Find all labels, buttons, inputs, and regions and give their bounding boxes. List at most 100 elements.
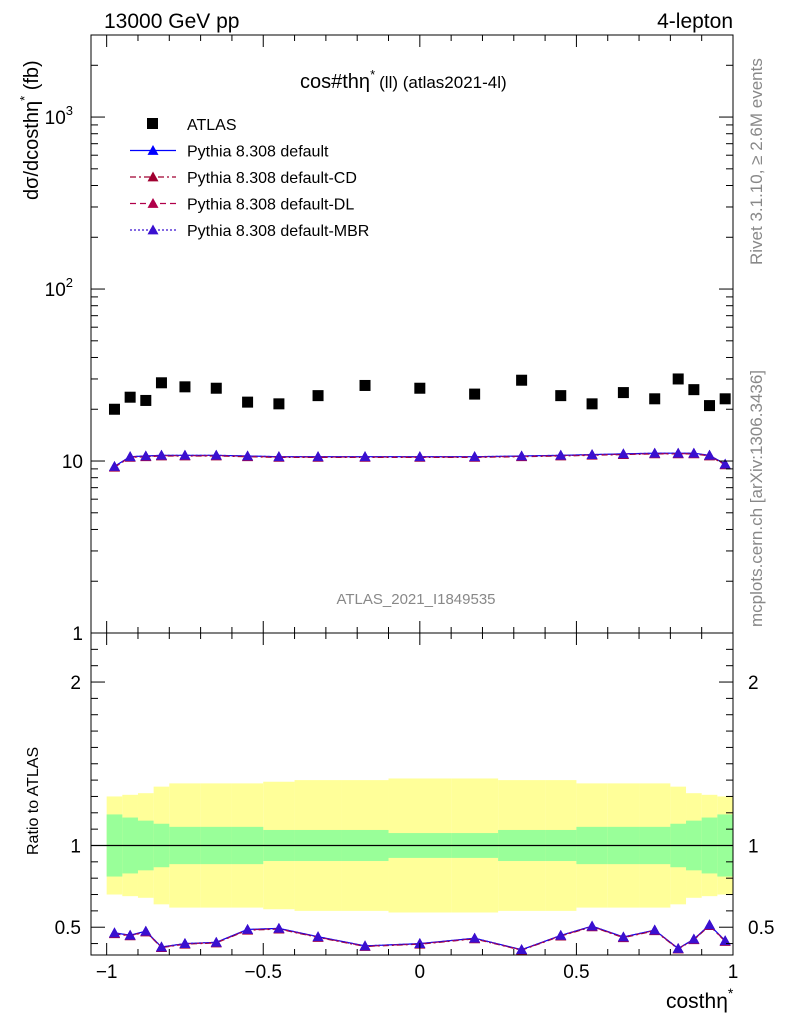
atlas-data-point bbox=[140, 394, 152, 406]
mc-marker-ratio bbox=[124, 929, 136, 940]
mc-marker-ratio bbox=[140, 925, 152, 936]
mc-marker-main bbox=[179, 449, 191, 460]
atlas-data-point bbox=[312, 390, 324, 402]
y-tick-label: 10 bbox=[62, 452, 83, 473]
atlas-data-point bbox=[688, 384, 700, 396]
legend: ATLAS Pythia 8.308 default Pythia 8.308 de… bbox=[130, 117, 369, 240]
atlas-data-point bbox=[555, 390, 567, 402]
mc-marker-main bbox=[210, 449, 222, 460]
atlas-data-point bbox=[179, 381, 191, 393]
legend-marker-atlas bbox=[147, 118, 158, 129]
mc-marker-ratio bbox=[516, 944, 528, 955]
channel-label: 4-lepton bbox=[657, 10, 733, 33]
legend-label: Pythia 8.308 default-CD bbox=[187, 170, 357, 187]
atlas-data-point bbox=[586, 398, 598, 410]
axes: −1 −0.5 0 0.5 1 1 10 102 103 0.5 0.5 1 1 2 2 bbox=[45, 34, 774, 983]
plot-title-suffix: (ll) (atlas2021-4l) bbox=[379, 73, 507, 92]
energy-label: 13000 GeV pp bbox=[104, 10, 239, 33]
y-axis-label-sup: * bbox=[17, 96, 32, 101]
mc-marker-ratio bbox=[210, 936, 222, 947]
mc-marker-main bbox=[124, 451, 136, 462]
atlas-data-point bbox=[155, 377, 167, 389]
legend-label: ATLAS bbox=[187, 117, 237, 134]
ratio-tick-label-left: 2 bbox=[70, 673, 81, 694]
ratio-tick-label-right: 0.5 bbox=[748, 918, 774, 939]
mc-marker-main bbox=[242, 450, 254, 461]
atlas-data-point bbox=[617, 387, 629, 399]
analysis-watermark: ATLAS_2021_I1849535 bbox=[336, 591, 495, 608]
data-points bbox=[108, 373, 731, 415]
y-tick-exponent: 3 bbox=[66, 103, 73, 118]
mc-marker-ratio bbox=[555, 929, 567, 940]
ratio-frame bbox=[90, 632, 734, 956]
y-tick-label: 1 bbox=[72, 624, 83, 645]
y-axis-label-main: dσ/dcosthη bbox=[21, 101, 43, 200]
mc-marker-main bbox=[273, 451, 285, 462]
mc-marker-ratio bbox=[108, 927, 120, 938]
mc-marker-main bbox=[555, 449, 567, 460]
y-tick-label: 103 bbox=[45, 103, 73, 129]
plot-title-sup: * bbox=[370, 67, 375, 82]
plot-title-main: cos#thη bbox=[300, 71, 370, 93]
atlas-data-point bbox=[516, 374, 528, 386]
mc-marker-main bbox=[155, 449, 167, 460]
x-tick-label: −0.5 bbox=[244, 962, 282, 983]
atlas-data-point bbox=[124, 391, 136, 403]
mc-marker-main bbox=[688, 447, 700, 458]
mc-marker-ratio bbox=[719, 935, 731, 946]
atlas-data-point bbox=[242, 396, 254, 408]
ratio-tick-label-left: 1 bbox=[70, 836, 81, 857]
mc-marker-ratio bbox=[704, 919, 716, 930]
x-tick-label: −1 bbox=[96, 962, 118, 983]
atlas-data-point bbox=[108, 403, 120, 415]
mc-marker-ratio bbox=[469, 932, 481, 943]
mc-marker-main bbox=[617, 448, 629, 459]
mc-marker-main bbox=[586, 449, 598, 459]
x-tick-label: 0 bbox=[415, 962, 426, 983]
mc-marker-main bbox=[649, 447, 661, 458]
legend-label: Pythia 8.308 default-MBR bbox=[187, 223, 369, 240]
x-axis-label: costhη* bbox=[666, 985, 734, 1013]
x-tick-label: 1 bbox=[728, 962, 739, 983]
y-tick-exponent: 2 bbox=[66, 275, 73, 290]
mc-marker-main bbox=[516, 450, 528, 461]
atlas-data-point bbox=[210, 382, 222, 394]
legend-marker bbox=[147, 198, 159, 208]
mc-marker-ratio bbox=[586, 920, 598, 931]
mc-marker-main bbox=[359, 451, 371, 462]
mc-marker-ratio bbox=[672, 942, 684, 953]
ratio-tick-label-right: 2 bbox=[748, 673, 759, 694]
atlas-data-point bbox=[469, 388, 481, 400]
mc-marker-ratio bbox=[312, 931, 324, 942]
atlas-data-point bbox=[359, 379, 371, 391]
mc-marker-main bbox=[719, 458, 731, 469]
mc-marker-ratio bbox=[359, 940, 371, 951]
mc-marker-main bbox=[140, 450, 152, 461]
atlas-data-point bbox=[414, 382, 426, 394]
mc-marker-ratio bbox=[688, 933, 700, 944]
legend-label: Pythia 8.308 default-DL bbox=[187, 197, 354, 214]
legend-marker bbox=[147, 224, 159, 235]
y-axis-label-suffix: (fb) bbox=[21, 60, 43, 96]
mc-curves-main bbox=[108, 447, 731, 472]
mc-marker-ratio bbox=[242, 923, 254, 934]
legend-marker bbox=[147, 145, 159, 155]
mc-marker-main bbox=[312, 451, 324, 462]
mc-marker-ratio bbox=[617, 931, 629, 942]
ratio-y-label: Ratio to ATLAS bbox=[25, 747, 42, 855]
plot-title: cos#thη* (ll) (atlas2021-4l) bbox=[300, 67, 507, 93]
y-tick-label: 102 bbox=[45, 275, 73, 301]
mcplots-label: mcplots.cern.ch [arXiv:1306.3436] bbox=[747, 370, 766, 627]
mc-marker-ratio bbox=[649, 924, 661, 935]
mc-marker-ratio bbox=[179, 938, 191, 948]
atlas-data-point bbox=[649, 393, 661, 405]
ratio-tick-label-right: 1 bbox=[748, 836, 759, 857]
atlas-data-point bbox=[719, 393, 731, 405]
x-tick-label: 0.5 bbox=[563, 962, 589, 983]
mc-marker-ratio bbox=[273, 922, 285, 933]
x-axis-label-main: costhη bbox=[666, 990, 728, 1013]
mc-marker-main bbox=[414, 451, 426, 462]
ratio-tick-label-left: 0.5 bbox=[55, 918, 81, 939]
x-axis-label-sup: * bbox=[728, 985, 734, 1001]
